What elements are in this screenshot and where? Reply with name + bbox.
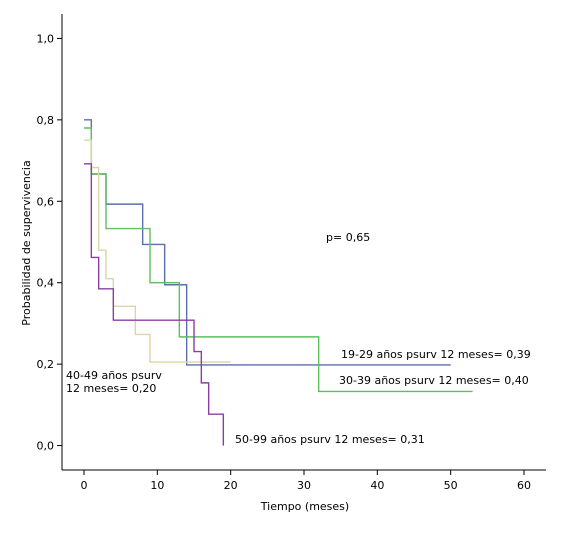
x-tick-label: 30: [297, 479, 311, 492]
y-ticks: 0,0 0,2 0,4 0,6 0,8 1,0: [37, 32, 62, 453]
y-tick-label: 1,0: [37, 32, 55, 45]
y-tick-label: 0,2: [37, 358, 55, 371]
y-axis-title: Probabilidad de supervivencia: [20, 160, 33, 325]
annotation-19-29: 19-29 años psurv 12 meses= 0,39: [341, 348, 531, 361]
x-tick-label: 40: [370, 479, 384, 492]
survival-curve-3: [84, 139, 231, 363]
x-axis-title: Tiempo (meses): [260, 500, 349, 513]
annotation-50-99: 50-99 años psurv 12 meses= 0,31: [235, 433, 425, 446]
annotation-40-49-line1: 40-49 años psurv: [66, 369, 162, 382]
x-tick-label: 10: [150, 479, 164, 492]
x-tick-label: 60: [517, 479, 531, 492]
survival-curves: [84, 119, 473, 446]
annotation-40-49-line2: 12 meses= 0,20: [66, 382, 156, 395]
annotation-30-39: 30-39 años psurv 12 meses= 0,40: [339, 374, 529, 387]
p-value-annotation: p= 0,65: [326, 231, 370, 244]
x-ticks: 0 10 20 30 40 50 60: [81, 470, 531, 492]
survival-curve-4: [84, 163, 225, 446]
y-tick-label: 0,8: [37, 114, 55, 127]
y-tick-label: 0,0: [37, 440, 55, 453]
survival-curve-1: [84, 119, 451, 366]
x-tick-label: 50: [444, 479, 458, 492]
y-tick-label: 0,4: [37, 277, 55, 290]
y-tick-label: 0,6: [37, 195, 55, 208]
axes: [61, 14, 546, 471]
x-tick-label: 20: [224, 479, 238, 492]
x-tick-label: 0: [81, 479, 88, 492]
